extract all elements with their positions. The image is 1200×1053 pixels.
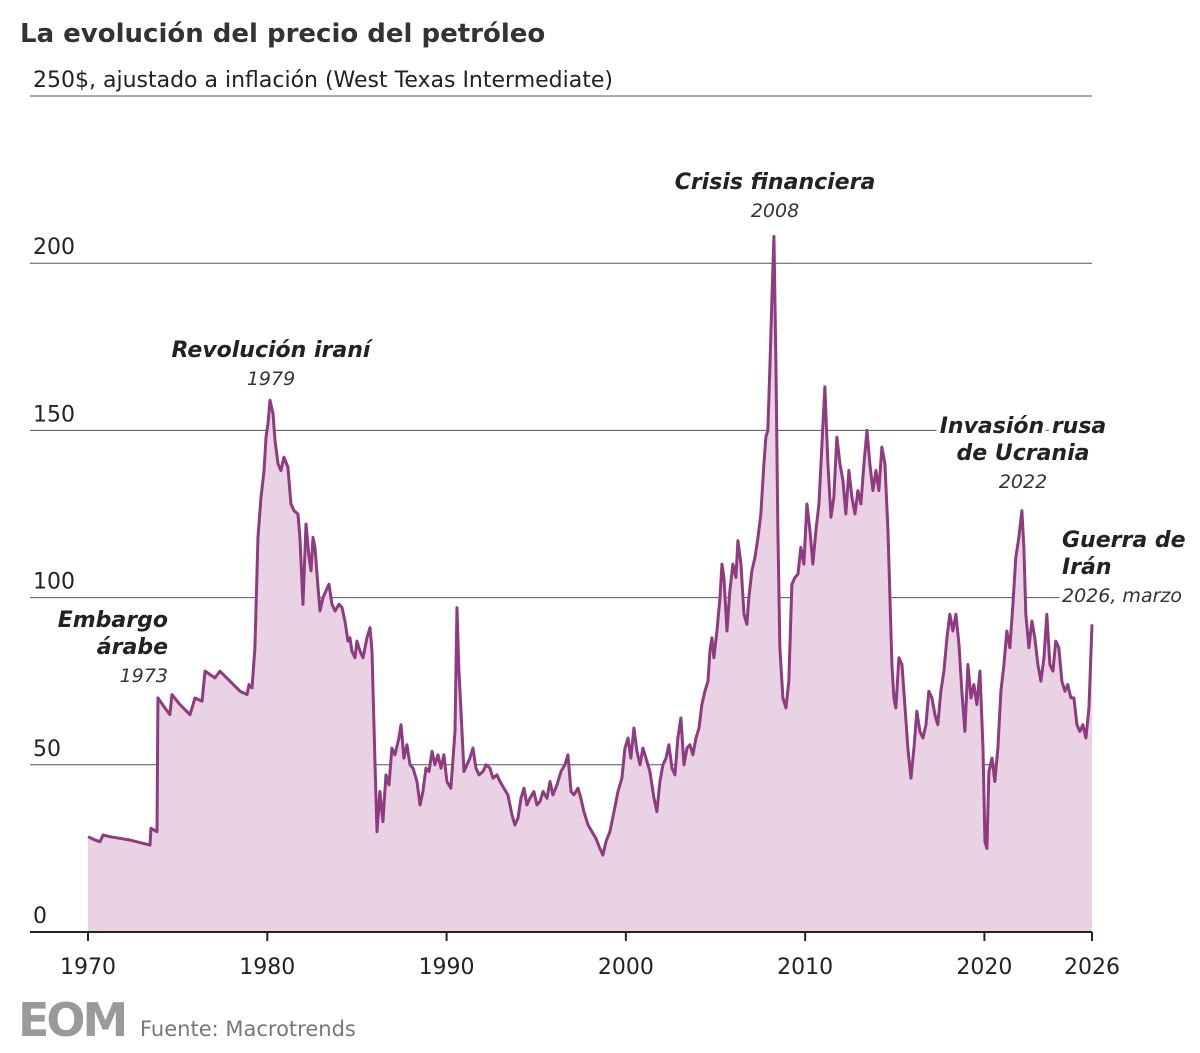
annotation-label: Crisis financiera [675,170,876,195]
x-tick-label: 2026 [1064,955,1120,980]
x-tick-label: 2020 [956,955,1012,980]
logo: EOM [18,993,125,1047]
annotation-label: Invasión rusa [940,414,1107,439]
annotation-label: de Ucrania [957,441,1090,466]
x-tick-label: 1990 [419,955,475,980]
line [87,234,1094,857]
y-tick-label: 50 [33,737,61,762]
y-tick-label: 250$, ajustado a inflación (West Texas I… [33,68,613,93]
annotation-label: árabe [97,635,168,660]
annotation-label: Irán [1062,555,1112,580]
annotation-date: 2022 [999,471,1047,493]
area-fill [88,236,1092,932]
x-tick-label: 2010 [777,955,833,980]
y-tick-label: 150 [33,402,75,427]
annotation-label: Embargo [58,608,168,633]
y-tick-label: 100 [33,570,75,595]
x-tick-label: 2000 [598,955,654,980]
source: Fuente: Macrotrends [140,1017,356,1041]
annotation-date: 2008 [751,200,799,222]
y-tick-label: 200 [33,235,75,260]
annotation-date: 1973 [120,665,168,687]
x-tick-label: 1980 [239,955,295,980]
y-tick-label: 0 [33,904,47,929]
annotation-date: 2026, marzo [1062,585,1182,607]
annotation-label: Guerra de [1062,528,1186,553]
x-tick-label: 1970 [60,955,116,980]
annotation-date: 1979 [247,368,295,390]
chart-title: La evolución del precio del petróleo [20,19,545,49]
annotation-label: Revolución iraní [172,338,374,363]
